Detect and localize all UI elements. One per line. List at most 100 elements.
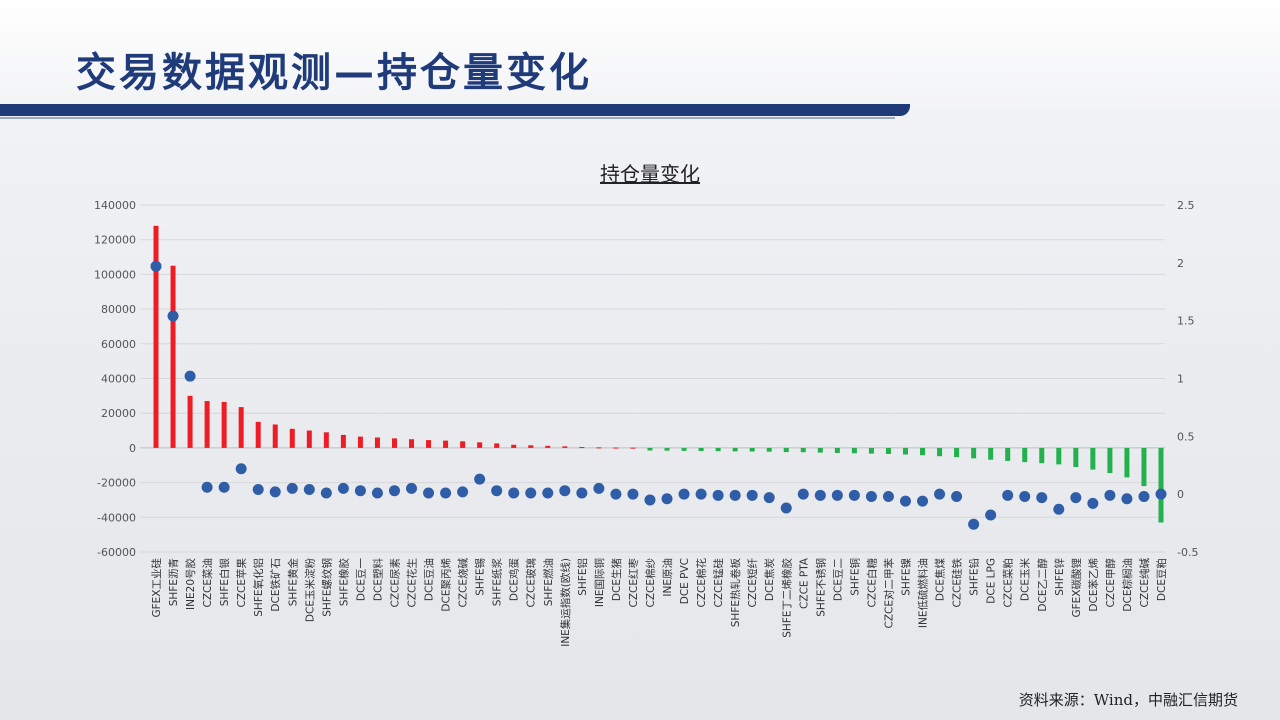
category-label: SHFE镍 — [899, 558, 912, 596]
dot — [593, 482, 605, 494]
category-label: CZCE棉纱 — [644, 558, 657, 608]
dot — [729, 489, 741, 501]
category-label: INE20号胶 — [184, 558, 197, 610]
category-label: CZCE硅铁 — [951, 558, 964, 608]
header-band — [0, 0, 1280, 110]
category-label: SHFE丁二烯橡胶 — [780, 558, 793, 638]
bar — [170, 265, 176, 448]
bar — [391, 438, 397, 448]
bar — [528, 445, 534, 448]
category-label: DCE豆油 — [423, 558, 436, 601]
category-label: CZCE棉花 — [695, 558, 708, 608]
dot — [1019, 490, 1031, 502]
dot — [678, 488, 690, 500]
category-label: CZCE甲醇 — [1104, 558, 1117, 608]
dot — [286, 482, 298, 494]
dot — [388, 485, 400, 497]
category-label: SHFE锡 — [474, 558, 487, 596]
dot — [899, 495, 911, 507]
chart-gridlines — [140, 204, 1165, 553]
bar — [511, 444, 517, 448]
header-stripe-thin — [0, 117, 895, 119]
bar — [562, 446, 568, 448]
bar — [800, 447, 806, 453]
category-label: SHFE不锈钢 — [814, 558, 827, 617]
bar — [340, 434, 346, 448]
category-label: SHFE铜 — [849, 558, 861, 596]
chart-dots — [150, 260, 1167, 530]
category-label: CZCE玻璃 — [525, 558, 538, 608]
bar — [1005, 447, 1011, 461]
category-label: SHFE白银 — [218, 558, 231, 607]
bar — [1056, 447, 1062, 465]
dot — [235, 463, 247, 475]
category-label: DCE苯乙烯 — [1087, 558, 1100, 612]
category-label: CZCE苹果 — [235, 558, 248, 608]
bar — [749, 447, 755, 452]
bar — [477, 442, 483, 448]
bar — [715, 447, 721, 452]
left-axis-tick-label: -20000 — [97, 477, 136, 490]
category-label: SHFE沥青 — [167, 558, 180, 606]
bar — [306, 430, 312, 448]
dot — [269, 486, 281, 498]
dot — [337, 482, 349, 494]
dot — [491, 485, 503, 497]
dot — [797, 488, 809, 500]
dot — [627, 488, 639, 500]
bar — [426, 440, 432, 448]
dot — [320, 487, 332, 499]
dot — [508, 487, 520, 499]
category-label: INE国际铜 — [594, 558, 606, 607]
left-axis-tick-label: 140000 — [94, 199, 136, 212]
dot — [406, 482, 418, 494]
category-label: CZCE菜粕 — [1002, 558, 1015, 608]
category-label: DCE塑料 — [371, 558, 384, 602]
bar — [1124, 447, 1130, 478]
bar — [988, 447, 994, 460]
dot — [184, 370, 196, 382]
category-label: GFEX工业硅 — [150, 558, 163, 618]
category-label: DCE豆二 — [832, 558, 844, 601]
dot — [252, 484, 264, 496]
category-label: INE原油 — [661, 558, 674, 597]
dot — [917, 495, 929, 507]
bar — [920, 447, 926, 456]
category-label: DCE豆粕 — [1155, 558, 1168, 601]
category-label: DCE乙二醇 — [1036, 558, 1049, 612]
bar — [1022, 447, 1028, 463]
category-label: CZCE烧碱 — [457, 558, 470, 608]
right-axis-tick-label: -0.5 — [1177, 546, 1198, 559]
category-label: CZCE纯碱 — [1138, 558, 1151, 608]
bar — [545, 445, 551, 448]
bar — [272, 424, 278, 448]
bar — [647, 447, 653, 451]
dot — [371, 487, 383, 499]
dot — [848, 489, 860, 501]
bar — [698, 447, 704, 452]
dot — [814, 489, 826, 501]
dot — [831, 489, 843, 501]
category-label: CZCE锰硅 — [712, 558, 725, 608]
bar — [579, 447, 585, 449]
bar — [766, 447, 772, 452]
category-label: DCE玉米 — [1019, 558, 1032, 602]
category-label: SHFE铅 — [968, 558, 981, 596]
bar — [902, 447, 908, 455]
bar — [783, 447, 789, 453]
bar — [613, 447, 619, 449]
left-axis-tick-label: 100000 — [94, 268, 136, 281]
dot — [167, 310, 179, 322]
category-label: CZCE对二甲苯 — [882, 558, 895, 629]
dot — [474, 473, 486, 485]
dot — [1155, 488, 1167, 500]
dot — [1002, 489, 1014, 501]
category-label: DCE玉米淀粉 — [303, 558, 316, 623]
dot — [1070, 492, 1082, 504]
category-label: SHFE黄金 — [286, 558, 299, 607]
bar — [357, 436, 363, 448]
right-axis-tick-label: 1.5 — [1177, 315, 1195, 328]
category-label: SHFE铝 — [576, 558, 589, 596]
right-axis-tick-label: 2 — [1177, 257, 1184, 270]
dot — [934, 488, 946, 500]
